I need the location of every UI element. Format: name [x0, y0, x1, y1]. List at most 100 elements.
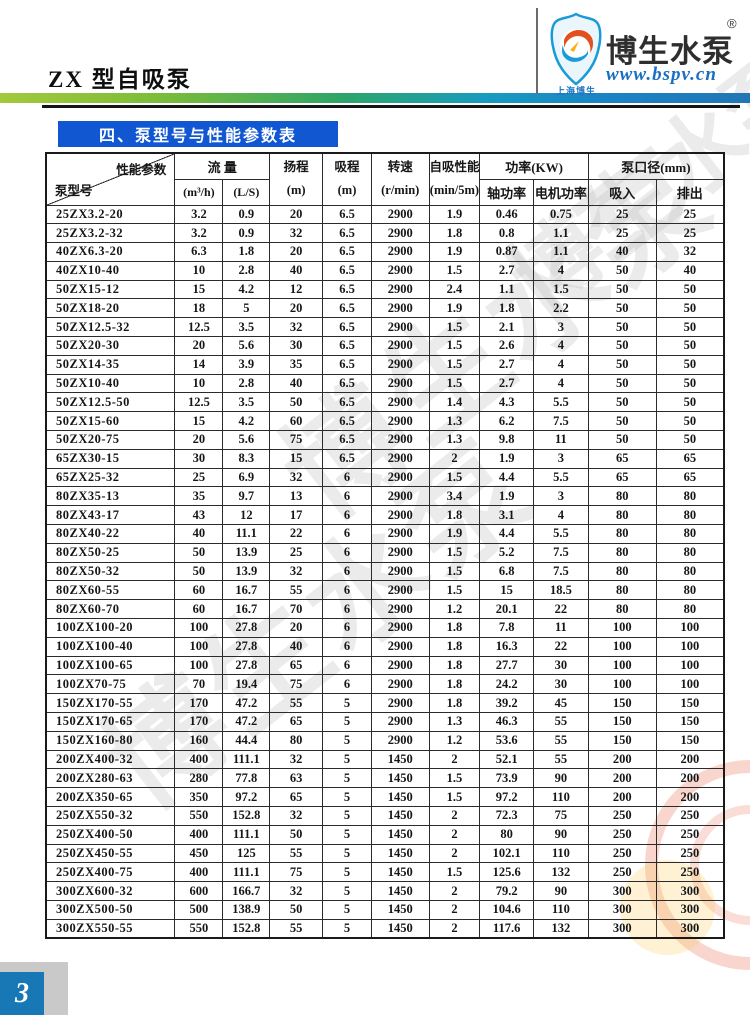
value-cell: 100: [587, 674, 657, 695]
value-cell: 0.9: [222, 204, 271, 225]
value-cell: 20: [269, 298, 324, 319]
value-cell: 40: [174, 524, 224, 544]
value-cell: 16.7: [222, 580, 271, 601]
value-cell: 1.5: [428, 336, 481, 356]
pump-parameters-table: 性能参数 泵型号 流 量 扬程 (m) 吸程 (m) 转速 (r/min): [45, 152, 725, 940]
value-cell: 1.1: [532, 242, 589, 262]
value-cell: 80: [655, 580, 725, 601]
value-cell: 1.5: [428, 260, 481, 281]
pump-model-cell: 25ZX3.2-32: [45, 223, 176, 244]
value-cell: 16.3: [479, 636, 534, 657]
value-cell: 5.6: [222, 430, 271, 450]
pump-model-cell: 250ZX550-32: [45, 806, 176, 826]
table-row: 80ZX40-22 40 11.1 22 6 2900 1.9 4.4 5.5 80 80: [45, 524, 725, 544]
value-cell: 1.5: [428, 862, 481, 883]
table-row: 50ZX20-75 20 5.6 75 6.5 2900 1.3 9.8 11 50 50: [45, 430, 725, 450]
value-cell: 4.2: [222, 411, 271, 432]
value-cell: 12: [269, 279, 324, 300]
header-speed-unit: (r/min): [381, 183, 420, 198]
table-row: 80ZX50-25 50 13.9 25 6 2900 1.5 5.2 7.5 80 80: [45, 542, 725, 563]
value-cell: 170: [174, 693, 224, 714]
value-cell: 100: [174, 618, 224, 638]
value-cell: 4: [532, 336, 589, 356]
value-cell: 70: [174, 674, 224, 695]
value-cell: 1.5: [532, 279, 589, 300]
value-cell: 32: [269, 749, 324, 770]
pump-model-cell: 250ZX400-75: [45, 862, 176, 883]
value-cell: 2900: [370, 674, 430, 695]
value-cell: 200: [655, 787, 725, 807]
value-cell: 13: [269, 486, 324, 507]
table-row: 250ZX450-55 450 125 55 5 1450 2 102.1 110 250 250: [45, 843, 725, 864]
value-cell: 1450: [370, 768, 430, 789]
value-cell: 1.9: [428, 242, 481, 262]
pump-model-cell: 80ZX60-70: [45, 599, 176, 620]
value-cell: 18: [174, 298, 224, 319]
value-cell: 35: [174, 486, 224, 507]
value-cell: 400: [174, 824, 224, 845]
value-cell: 5: [222, 298, 271, 319]
value-cell: 2900: [370, 260, 430, 281]
value-cell: 40: [587, 242, 657, 262]
value-cell: 1.2: [428, 599, 481, 620]
value-cell: 80: [587, 599, 657, 620]
value-cell: 152.8: [222, 806, 271, 826]
value-cell: 400: [174, 749, 224, 770]
value-cell: 1450: [370, 824, 430, 845]
value-cell: 2900: [370, 242, 430, 262]
value-cell: 1.8: [428, 505, 481, 526]
header-selfprime: 自吸性能 (min/5m): [428, 152, 481, 206]
value-cell: 30: [532, 655, 589, 676]
value-cell: 50: [587, 298, 657, 319]
value-cell: 1450: [370, 787, 430, 807]
value-cell: 60: [269, 411, 324, 432]
value-cell: 600: [174, 881, 224, 901]
table-row: 150ZX170-65 170 47.2 65 5 2900 1.3 46.3 55 150 150: [45, 712, 725, 732]
value-cell: 1.9: [428, 524, 481, 544]
value-cell: 1450: [370, 918, 430, 939]
pump-model-cell: 80ZX40-22: [45, 524, 176, 544]
value-cell: 20: [269, 618, 324, 638]
value-cell: 2900: [370, 411, 430, 432]
value-cell: 5: [322, 730, 372, 751]
value-cell: 200: [655, 749, 725, 770]
value-cell: 22: [532, 599, 589, 620]
pump-model-cell: 200ZX400-32: [45, 749, 176, 770]
value-cell: 6.5: [322, 411, 372, 432]
pump-model-cell: 80ZX35-13: [45, 486, 176, 507]
value-cell: 100: [655, 636, 725, 657]
value-cell: 12.5: [174, 317, 224, 338]
pump-model-cell: 50ZX15-60: [45, 411, 176, 432]
value-cell: 50: [655, 317, 725, 338]
value-cell: 10: [174, 373, 224, 394]
table-row: 150ZX160-80 160 44.4 80 5 2900 1.2 53.6 55 150 150: [45, 730, 725, 751]
value-cell: 20: [174, 430, 224, 450]
value-cell: 2900: [370, 317, 430, 338]
value-cell: 1.8: [428, 674, 481, 695]
value-cell: 65: [587, 448, 657, 469]
value-cell: 250: [587, 806, 657, 826]
header-power-group: 功率(KW): [479, 152, 589, 180]
value-cell: 60: [174, 580, 224, 601]
section-title: 四、泵型号与性能参数表: [98, 128, 297, 145]
value-cell: 2900: [370, 392, 430, 413]
table-row: 50ZX14-35 14 3.9 35 6.5 2900 1.5 2.7 4 50 50: [45, 354, 725, 375]
value-cell: 70: [269, 599, 324, 620]
header-performance-label: 性能参数: [116, 163, 167, 177]
pump-model-cell: 150ZX160-80: [45, 730, 176, 751]
value-cell: 80: [655, 486, 725, 507]
table-row: 200ZX280-63 280 77.8 63 5 1450 1.5 73.9 90 200 200: [45, 768, 725, 789]
table-row: 100ZX100-65 100 27.8 65 6 2900 1.8 27.7 30 100 100: [45, 655, 725, 676]
value-cell: 80: [655, 561, 725, 582]
value-cell: 50: [587, 430, 657, 450]
value-cell: 22: [269, 524, 324, 544]
pump-model-cell: 300ZX550-55: [45, 918, 176, 939]
value-cell: 100: [587, 636, 657, 657]
value-cell: 3.9: [222, 354, 271, 375]
value-cell: 50: [587, 411, 657, 432]
value-cell: 90: [532, 824, 589, 845]
value-cell: 6: [322, 618, 372, 638]
value-cell: 55: [532, 749, 589, 770]
value-cell: 8.3: [222, 448, 271, 469]
value-cell: 2900: [370, 655, 430, 676]
